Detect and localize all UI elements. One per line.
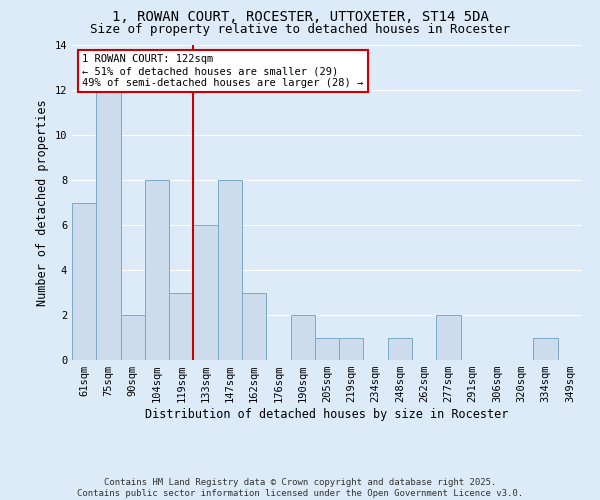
Text: Size of property relative to detached houses in Rocester: Size of property relative to detached ho… — [90, 22, 510, 36]
Bar — [218, 180, 242, 360]
Bar — [121, 315, 145, 360]
Bar — [533, 338, 558, 360]
Bar — [193, 225, 218, 360]
Bar — [169, 292, 193, 360]
Y-axis label: Number of detached properties: Number of detached properties — [36, 99, 49, 306]
Bar — [339, 338, 364, 360]
Bar — [436, 315, 461, 360]
Bar — [96, 90, 121, 360]
Bar — [290, 315, 315, 360]
Text: Contains HM Land Registry data © Crown copyright and database right 2025.
Contai: Contains HM Land Registry data © Crown c… — [77, 478, 523, 498]
Bar — [145, 180, 169, 360]
Bar — [388, 338, 412, 360]
Text: 1 ROWAN COURT: 122sqm
← 51% of detached houses are smaller (29)
49% of semi-deta: 1 ROWAN COURT: 122sqm ← 51% of detached … — [82, 54, 364, 88]
Text: 1, ROWAN COURT, ROCESTER, UTTOXETER, ST14 5DA: 1, ROWAN COURT, ROCESTER, UTTOXETER, ST1… — [112, 10, 488, 24]
Bar — [72, 202, 96, 360]
Bar — [315, 338, 339, 360]
Bar — [242, 292, 266, 360]
X-axis label: Distribution of detached houses by size in Rocester: Distribution of detached houses by size … — [145, 408, 509, 421]
